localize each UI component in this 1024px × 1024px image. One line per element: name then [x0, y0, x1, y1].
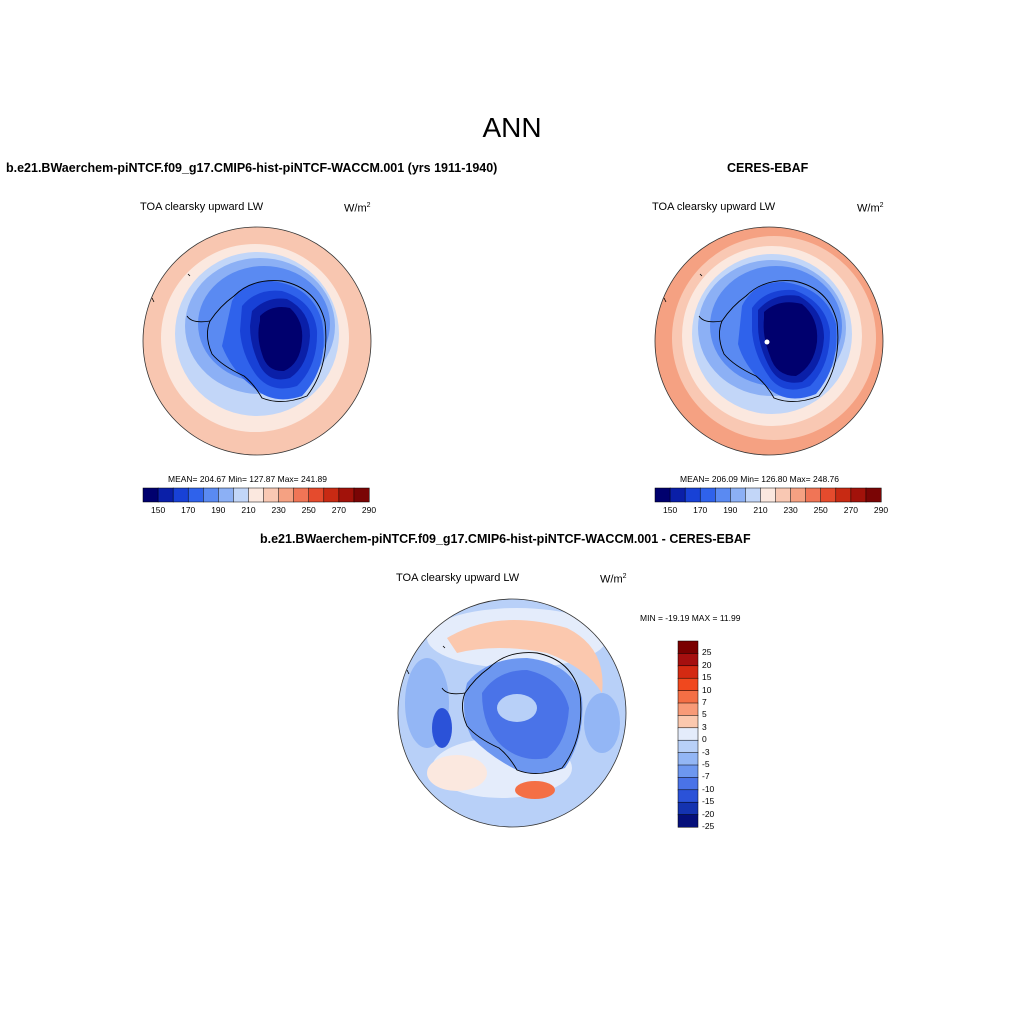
panel-3-colorbar-tick: -5 [702, 759, 710, 769]
panel-3-colorbar-tick: 25 [702, 647, 712, 658]
panel-2-colorbar-swatch [745, 487, 762, 503]
panel-3-colorbar-tick: 7 [702, 697, 707, 707]
panel-3-colorbar-swatch [677, 727, 699, 741]
panel-3-colorbar-tick: -3 [702, 746, 710, 757]
panel-3-colorbar-swatch [677, 752, 699, 766]
panel-2-colorbar-swatch [669, 487, 686, 503]
panel-3-colorbar-tick: 10 [702, 684, 712, 695]
panel-3-stats: MIN = -19.19 MAX = 11.99 [640, 613, 741, 623]
panel-3-colorbar-ticks: 25 20 15 10 7 5 3 0 -3 -5 -7 -10 -15 -20 -25 [702, 641, 732, 831]
panel-1-stats: MEAN= 204.67 Min= 127.87 Max= 241.89 [168, 474, 328, 484]
panel-1-colorbar-swatch [293, 487, 310, 503]
panel-3-colorbar-swatch [677, 789, 699, 803]
panel-1-colorbar-tick: 170 [181, 505, 196, 515]
panel-1-colorbar-swatch [308, 487, 325, 503]
panel-2-colorbar-tick: 190 [723, 505, 738, 515]
panel-1-colorbar-swatch [172, 487, 189, 503]
panel-2-colorbar-tick: 230 [783, 505, 798, 515]
panel-2-stats: MEAN= 206.09 Min= 126.80 Max= 248.76 [680, 474, 840, 484]
panel-3-colorbar-swatch [677, 764, 699, 778]
panel-1-colorbar-swatch [323, 487, 340, 503]
panel-1-title: b.e21.BWaerchem-piNTCF.f09_g17.CMIP6-his… [6, 161, 498, 175]
panel-1-colorbar-tick: 270 [331, 505, 346, 515]
panel-3-colorbar-swatch [677, 777, 699, 791]
panel-2-colorbar-swatch [684, 487, 701, 503]
panel-1-colorbar-swatch [203, 487, 219, 503]
panel-1-colorbar-swatch [218, 487, 234, 503]
panel-3-map [397, 598, 627, 828]
panel-1-colorbar-swatch [338, 487, 355, 503]
panel-1-colorbar [142, 487, 370, 503]
panel-3-colorbar-tick: 15 [702, 672, 712, 683]
panel-2-colorbar-swatch [820, 487, 837, 503]
panel-3-colorbar-swatch [677, 739, 699, 754]
panel-1-colorbar-tick: 190 [211, 505, 226, 515]
panel-1-colorbar-swatch [233, 487, 250, 503]
panel-1-colorbar-swatch [248, 487, 265, 503]
panel-2-colorbar-swatch [760, 487, 777, 503]
panel-1-colorbar-swatch [157, 487, 174, 503]
panel-3-colorbar [677, 640, 699, 828]
panel-3-colorbar-swatch [677, 653, 699, 667]
panel-2-map [654, 226, 884, 456]
panel-1-colorbar-ticks: 150 170 190 210 230 250 270 290 [143, 505, 376, 519]
panel-2-title: CERES-EBAF [727, 161, 809, 175]
panel-1-map [142, 226, 372, 456]
panel-2-units: W/m2 [857, 202, 884, 215]
panel-1-colorbar-swatch [187, 487, 204, 503]
panel-2-colorbar-swatch [850, 487, 867, 503]
panel-2-colorbar [654, 487, 882, 503]
panel-3-colorbar-swatch [677, 715, 699, 729]
panel-3-colorbar-tick: 0 [702, 734, 707, 745]
panel-2-colorbar-tick: 290 [873, 505, 889, 515]
panel-1-colorbar-tick: 150 [151, 505, 166, 515]
panel-2-colorbar-swatch [775, 487, 792, 503]
panel-3-colorbar-swatch [677, 690, 699, 704]
panel-1-colorbar-swatch [263, 487, 280, 503]
panel-3-units: W/m2 [600, 573, 627, 586]
panel-3-title: b.e21.BWaerchem-piNTCF.f09_g17.CMIP6-his… [260, 532, 751, 546]
panel-1-variable: TOA clearsky upward LW [140, 201, 264, 213]
panel-2-colorbar-swatch [654, 487, 671, 503]
figure-title: ANN [482, 112, 542, 143]
panel-3-colorbar-tick: 3 [702, 721, 707, 732]
panel-3-colorbar-tick: 5 [702, 709, 707, 720]
panel-3-variable: TOA clearsky upward LW [396, 572, 520, 584]
panel-2-colorbar-swatch [715, 487, 731, 503]
panel-2-colorbar-tick: 210 [753, 505, 768, 515]
panel-3-colorbar-swatch [677, 814, 699, 828]
panel-2-colorbar-ticks: 150 170 190 210 230 250 270 290 [655, 505, 888, 519]
panel-1-colorbar-tick: 250 [301, 505, 316, 515]
panel-1-units: W/m2 [344, 202, 371, 215]
panel-1-colorbar-swatch [142, 487, 159, 503]
panel-1-colorbar-tick: 290 [361, 505, 377, 515]
panel-2-colorbar-swatch [730, 487, 746, 503]
panel-3-colorbar-tick: -15 [702, 796, 715, 807]
panel-2-variable: TOA clearsky upward LW [652, 201, 776, 213]
panel-2-colorbar-swatch [699, 487, 716, 503]
panel-3-colorbar-tick: -20 [702, 808, 715, 819]
panel-2-colorbar-tick: 270 [843, 505, 858, 515]
panel-3-colorbar-swatch [677, 702, 699, 716]
panel-3-colorbar-swatch [677, 801, 699, 816]
panel-3-colorbar-swatch [677, 665, 699, 679]
panel-3-colorbar-swatch [677, 677, 699, 692]
panel-2-colorbar-swatch [835, 487, 852, 503]
panel-2-colorbar-tick: 150 [663, 505, 678, 515]
panel-2-colorbar-tick: 250 [813, 505, 828, 515]
panel-2-colorbar-swatch [790, 487, 807, 503]
panel-3-colorbar-tick: -25 [702, 821, 715, 831]
panel-2-colorbar-swatch [865, 487, 882, 503]
panel-2-colorbar-swatch [805, 487, 822, 503]
panel-1-colorbar-tick: 230 [271, 505, 286, 515]
panel-1-colorbar-swatch [278, 487, 295, 503]
panel-3-colorbar-tick: 20 [702, 659, 712, 670]
panel-3-colorbar-tick: -10 [702, 783, 715, 794]
panel-1-colorbar-swatch [353, 487, 370, 503]
panel-2-colorbar-tick: 170 [693, 505, 708, 515]
panel-3-colorbar-tick: -7 [702, 771, 710, 782]
panel-1-colorbar-tick: 210 [241, 505, 256, 515]
panel-3-colorbar-swatch [677, 640, 699, 654]
